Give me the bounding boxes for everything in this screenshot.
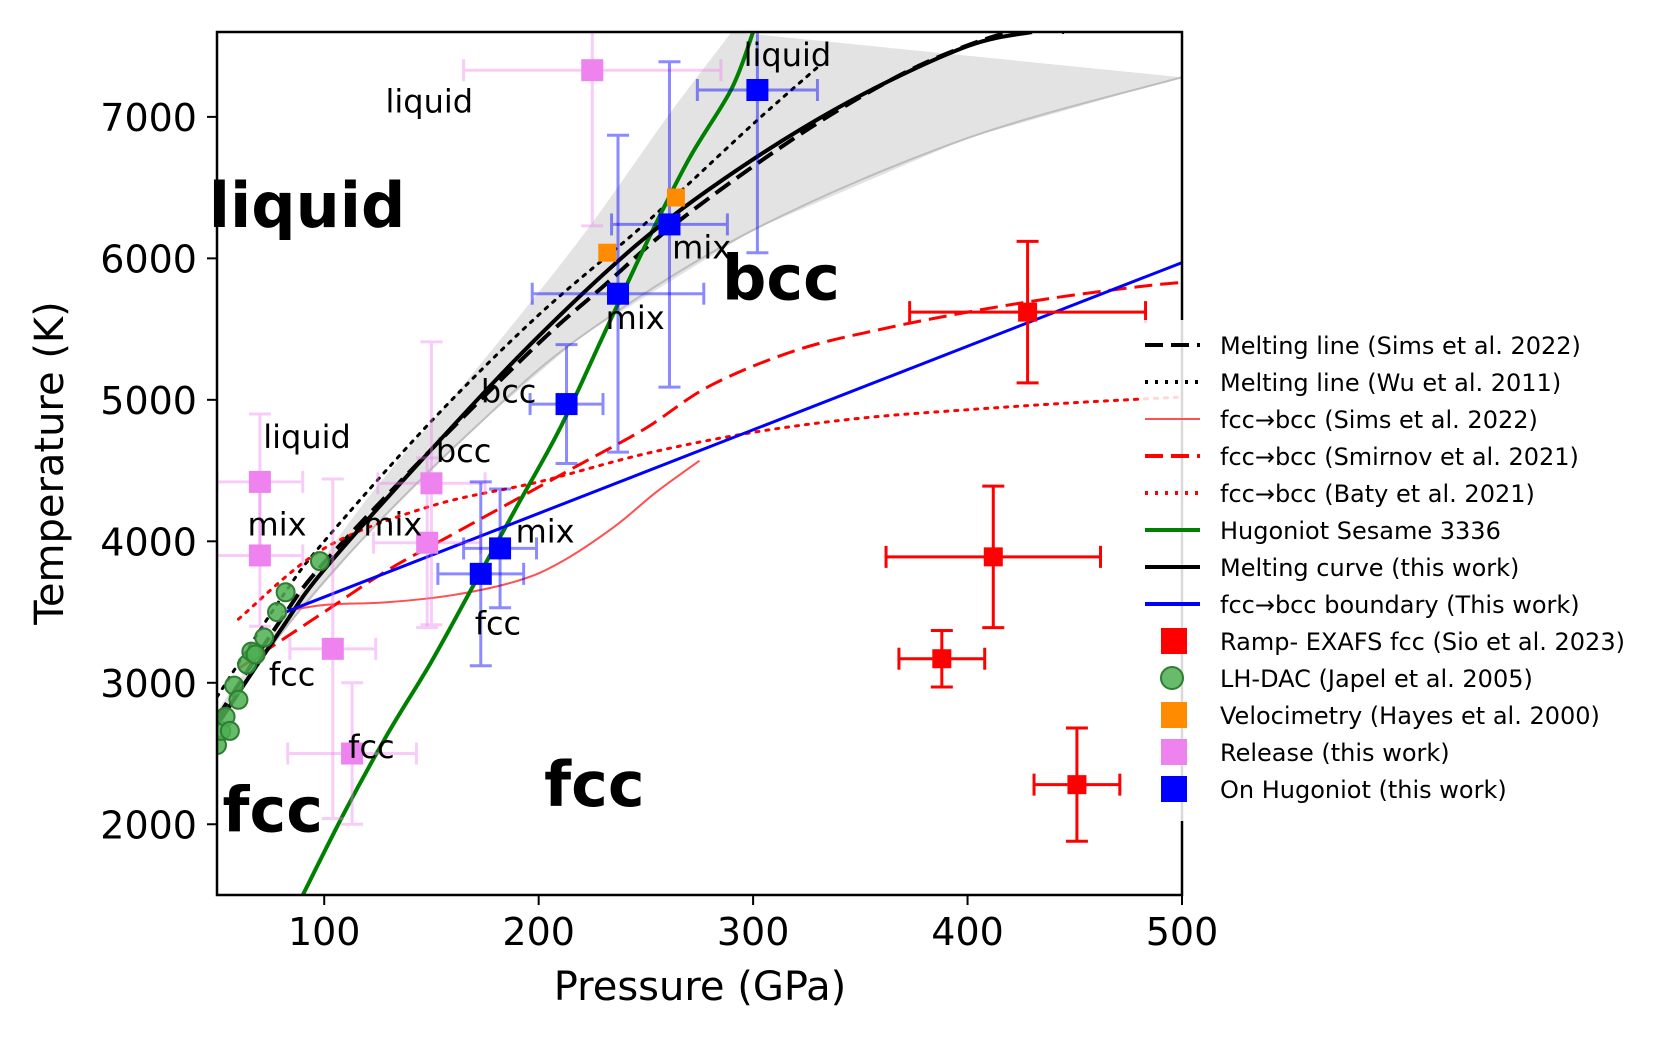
band-lower-edge (217, 76, 1182, 726)
legend-entry-0: Melting line (Sims et al. 2022) (1145, 332, 1581, 360)
legend-label-7: fcc→bcc boundary (This work) (1220, 591, 1580, 619)
release-point-1 (248, 544, 271, 567)
legend-swatch-12 (1161, 776, 1187, 802)
legend-label-2: fcc→bcc (Sims et al. 2022) (1220, 406, 1538, 434)
legend-entry-12: On Hugoniot (this work) (1161, 776, 1507, 804)
legend-entry-1: Melting line (Wu et al. 2011) (1145, 369, 1561, 397)
legend-swatch-9 (1160, 666, 1184, 690)
legend-swatch-8 (1161, 628, 1187, 654)
legend-swatch-10 (1161, 702, 1187, 728)
legend-entry-5: Hugoniot Sesame 3336 (1145, 517, 1501, 545)
on-hugoniot-point-0 (746, 79, 769, 102)
region-label-7: liquid (263, 418, 351, 456)
x-axis-label: Pressure (GPa) (554, 964, 847, 1010)
x-tick-label-2: 300 (717, 910, 790, 954)
legend-entry-6: Melting curve (this work) (1145, 554, 1519, 582)
region-label-4: mix (672, 228, 731, 266)
release-point-3 (341, 742, 364, 765)
ramp-exafs-point-2 (932, 649, 952, 669)
series-line-4 (236, 395, 1182, 621)
region-label-15: fcc (223, 773, 323, 846)
legend-entry-8: Ramp- EXAFS fcc (Sio et al. 2023) (1161, 628, 1625, 656)
region-label-12: fcc (475, 605, 521, 643)
lh-dac-point-10 (267, 602, 288, 623)
x-tick-label-1: 200 (502, 910, 575, 954)
y-tick-label-5: 7000 (100, 96, 197, 140)
legend-entry-7: fcc→bcc boundary (This work) (1145, 591, 1580, 619)
legend-label-4: fcc→bcc (Baty et al. 2021) (1220, 480, 1535, 508)
release-point-5 (420, 472, 443, 495)
on-hugoniot-point-3 (555, 393, 578, 416)
legend: Melting line (Sims et al. 2022) Melting l… (1140, 320, 1640, 821)
legend-entry-9: LH-DAC (Japel et al. 2005) (1160, 665, 1533, 693)
ramp-exafs-point-3 (1067, 775, 1087, 795)
legend-swatch-11 (1161, 739, 1187, 765)
legend-label-0: Melting line (Sims et al. 2022) (1220, 332, 1581, 360)
y-axis-label: Temperature (K) (27, 301, 73, 626)
lh-dac-point-8 (245, 644, 266, 665)
region-label-9: mix (248, 506, 307, 544)
on-hugoniot-point-5 (469, 562, 492, 585)
melting-uncertainty-band (217, 32, 1182, 726)
ramp-exafs-point-1 (983, 547, 1003, 567)
y-tick-label-4: 6000 (100, 237, 197, 281)
release-point-4 (416, 531, 439, 554)
legend-label-11: Release (this work) (1220, 739, 1450, 767)
legend-label-3: fcc→bcc (Smirnov et al. 2021) (1220, 443, 1579, 471)
series-line-6 (217, 32, 1033, 727)
region-label-1: liquid (386, 83, 474, 121)
legend-label-10: Velocimetry (Hayes et al. 2000) (1220, 702, 1600, 730)
legend-label-8: Ramp- EXAFS fcc (Sio et al. 2023) (1220, 628, 1625, 656)
release-point-0 (248, 470, 271, 493)
ramp-exafs-point-0 (1018, 302, 1038, 322)
y-tick-label-0: 2000 (100, 803, 197, 847)
region-label-6: bcc (481, 373, 537, 411)
region-label-11: mix (516, 513, 575, 551)
legend-label-6: Melting curve (this work) (1220, 554, 1519, 582)
legend-entry-2: fcc→bcc (Sims et al. 2022) (1145, 406, 1538, 434)
region-label-16: fcc (544, 748, 644, 821)
legend-entry-10: Velocimetry (Hayes et al. 2000) (1161, 702, 1600, 730)
lh-dac-point-12 (309, 551, 330, 572)
region-label-8: bcc (436, 432, 492, 470)
series-line-2 (281, 459, 701, 614)
legend-label-1: Melting line (Wu et al. 2011) (1220, 369, 1561, 397)
x-tick-label-3: 400 (931, 910, 1004, 954)
lh-dac-point-9 (254, 627, 275, 648)
legend-label-9: LH-DAC (Japel et al. 2005) (1220, 665, 1533, 693)
legend-label-5: Hugoniot Sesame 3336 (1220, 517, 1501, 545)
x-tick-label-4: 500 (1146, 910, 1219, 954)
velocimetry-point-0 (598, 243, 617, 262)
on-hugoniot-point-2 (607, 282, 630, 305)
legend-entry-11: Release (this work) (1161, 739, 1450, 767)
legend-background (1140, 320, 1640, 821)
lh-dac-point-3 (219, 720, 240, 741)
region-label-0: liquid (744, 36, 832, 74)
series-line-3 (237, 280, 1182, 670)
y-tick-label-3: 5000 (100, 379, 197, 423)
on-hugoniot-point-1 (658, 213, 681, 236)
region-label-14: fcc (348, 728, 394, 766)
region-label-10: mix (363, 506, 422, 544)
lh-dac-point-11 (275, 582, 296, 603)
y-tick-label-1: 3000 (100, 662, 197, 706)
x-tick-label-0: 100 (288, 910, 361, 954)
region-label-13: fcc (269, 656, 315, 694)
legend-entry-3: fcc→bcc (Smirnov et al. 2021) (1145, 443, 1579, 471)
series-line-5 (300, 32, 755, 895)
lh-dac-point-5 (228, 689, 249, 710)
release-point-6 (581, 59, 604, 82)
legend-entry-4: fcc→bcc (Baty et al. 2021) (1145, 480, 1535, 508)
region-label-2: liquid (209, 169, 406, 242)
region-label-5: mix (606, 299, 665, 337)
on-hugoniot-point-4 (489, 537, 512, 560)
velocimetry-point-1 (666, 188, 685, 207)
release-point-2 (321, 637, 344, 660)
legend-label-12: On Hugoniot (this work) (1220, 776, 1507, 804)
y-tick-label-2: 4000 (100, 520, 197, 564)
region-label-3: bcc (722, 241, 840, 314)
